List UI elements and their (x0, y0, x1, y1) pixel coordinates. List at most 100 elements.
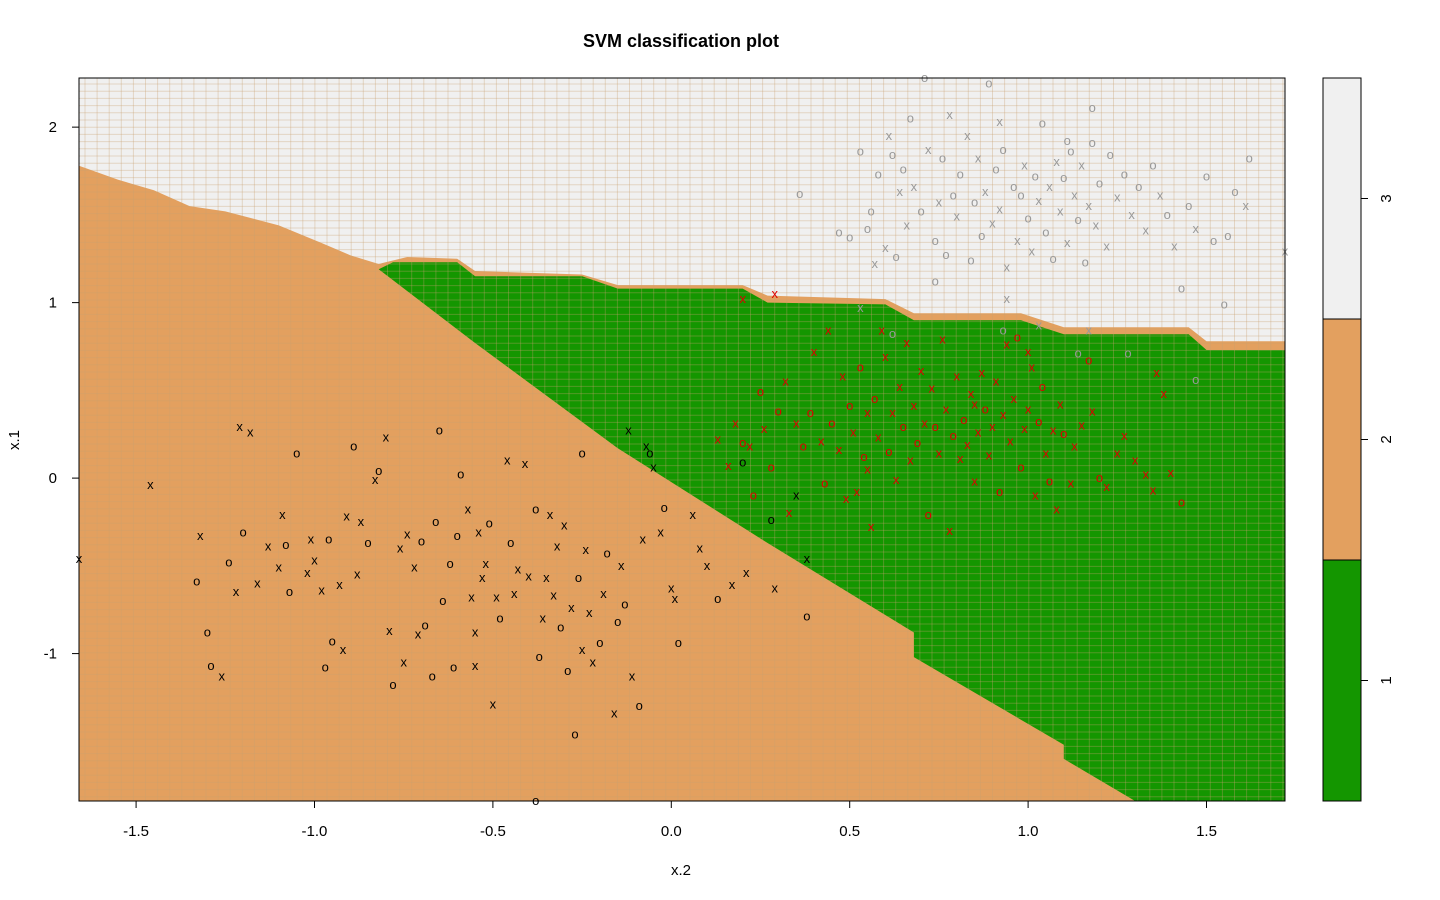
data-point: o (322, 660, 329, 675)
data-point: o (486, 516, 493, 531)
data-point: x (857, 300, 864, 315)
data-point: x (511, 586, 518, 601)
data-point: o (932, 233, 939, 248)
data-point: x (882, 349, 889, 364)
data-point: x (929, 381, 936, 396)
data-point: o (1085, 353, 1092, 368)
data-point: o (1203, 168, 1210, 183)
data-point: x (825, 323, 832, 338)
data-point: o (821, 475, 828, 490)
data-point: o (596, 635, 603, 650)
data-point: x (372, 472, 379, 487)
data-point: o (439, 593, 446, 608)
data-point: x (490, 697, 497, 712)
data-point: x (793, 488, 800, 503)
data-point: o (1082, 254, 1089, 269)
data-point: o (457, 467, 464, 482)
data-point: x (957, 451, 964, 466)
data-point: o (757, 384, 764, 399)
data-point: x (1000, 407, 1007, 422)
data-point: x (968, 386, 975, 401)
legend-label: 3 (1378, 194, 1395, 202)
data-point: x (1086, 198, 1093, 213)
data-point: x (978, 365, 985, 380)
data-point: o (496, 611, 503, 626)
data-point: x (964, 437, 971, 452)
data-point: o (875, 167, 882, 182)
data-point: o (917, 203, 924, 218)
data-point: x (525, 568, 532, 583)
data-point: o (907, 110, 914, 125)
data-point: o (1210, 233, 1217, 248)
data-point: o (1224, 228, 1231, 243)
data-point: x (1053, 154, 1060, 169)
data-point: o (454, 528, 461, 543)
data-point: o (942, 247, 949, 262)
data-point: x (308, 532, 315, 547)
data-point: o (1014, 330, 1021, 345)
data-point: x (1014, 233, 1021, 248)
data-point: x (971, 396, 978, 411)
legend-swatch-2 (1322, 318, 1362, 561)
data-point: x (1103, 239, 1110, 254)
data-point: x (1003, 291, 1010, 306)
data-point: x (868, 519, 875, 534)
data-point: x (964, 128, 971, 143)
data-point: x (540, 611, 547, 626)
data-point: x (318, 582, 325, 597)
data-point: x (247, 425, 254, 440)
data-point: o (857, 360, 864, 375)
data-point: x (975, 425, 982, 440)
data-point: o (564, 663, 571, 678)
data-point: x (1128, 207, 1135, 222)
data-point: x (1143, 223, 1150, 238)
data-point: o (768, 460, 775, 475)
data-point: x (400, 654, 407, 669)
data-point: o (846, 398, 853, 413)
data-point: x (1171, 239, 1178, 254)
data-point: x (1150, 482, 1157, 497)
data-point: x (1057, 396, 1064, 411)
data-point: o (432, 514, 439, 529)
data-point: x (946, 523, 953, 538)
data-point: x (611, 705, 618, 720)
data-point: x (543, 570, 550, 585)
data-point: x (1143, 467, 1150, 482)
data-point: o (775, 403, 782, 418)
data-point: x (864, 405, 871, 420)
data-point: x (515, 561, 522, 576)
x-axis-label: x.2 (671, 862, 691, 879)
data-point: x (1011, 391, 1018, 406)
data-point: x (761, 421, 768, 436)
data-point: o (932, 274, 939, 289)
data-point: x (276, 560, 283, 575)
data-point: x (547, 507, 554, 522)
legend-label: 1 (1378, 676, 1395, 684)
data-point: o (1024, 210, 1031, 225)
data-point: x (568, 600, 575, 615)
data-point: x (1046, 179, 1053, 194)
data-point: x (1021, 421, 1028, 436)
data-point: x (643, 439, 650, 454)
data-point: o (967, 253, 974, 268)
legend-swatch-3 (1322, 77, 1362, 320)
data-point: x (1071, 439, 1078, 454)
data-point: x (475, 525, 482, 540)
data-point: o (1096, 470, 1103, 485)
data-point: x (993, 374, 1000, 389)
data-point: o (1089, 100, 1096, 115)
x-tick-label: -1.5 (123, 823, 149, 840)
data-point: x (925, 142, 932, 157)
data-point: o (1017, 460, 1024, 475)
data-point: x (550, 588, 557, 603)
data-point: x (404, 526, 411, 541)
data-point: x (468, 589, 475, 604)
data-point: o (329, 633, 336, 648)
data-point: o (571, 726, 578, 741)
data-point: x (354, 567, 361, 582)
data-point: o (421, 618, 428, 633)
x-tick-label: 1.0 (1018, 823, 1039, 840)
data-point: o (1178, 495, 1185, 510)
data-point: x (1007, 433, 1014, 448)
data-point: x (804, 551, 811, 566)
